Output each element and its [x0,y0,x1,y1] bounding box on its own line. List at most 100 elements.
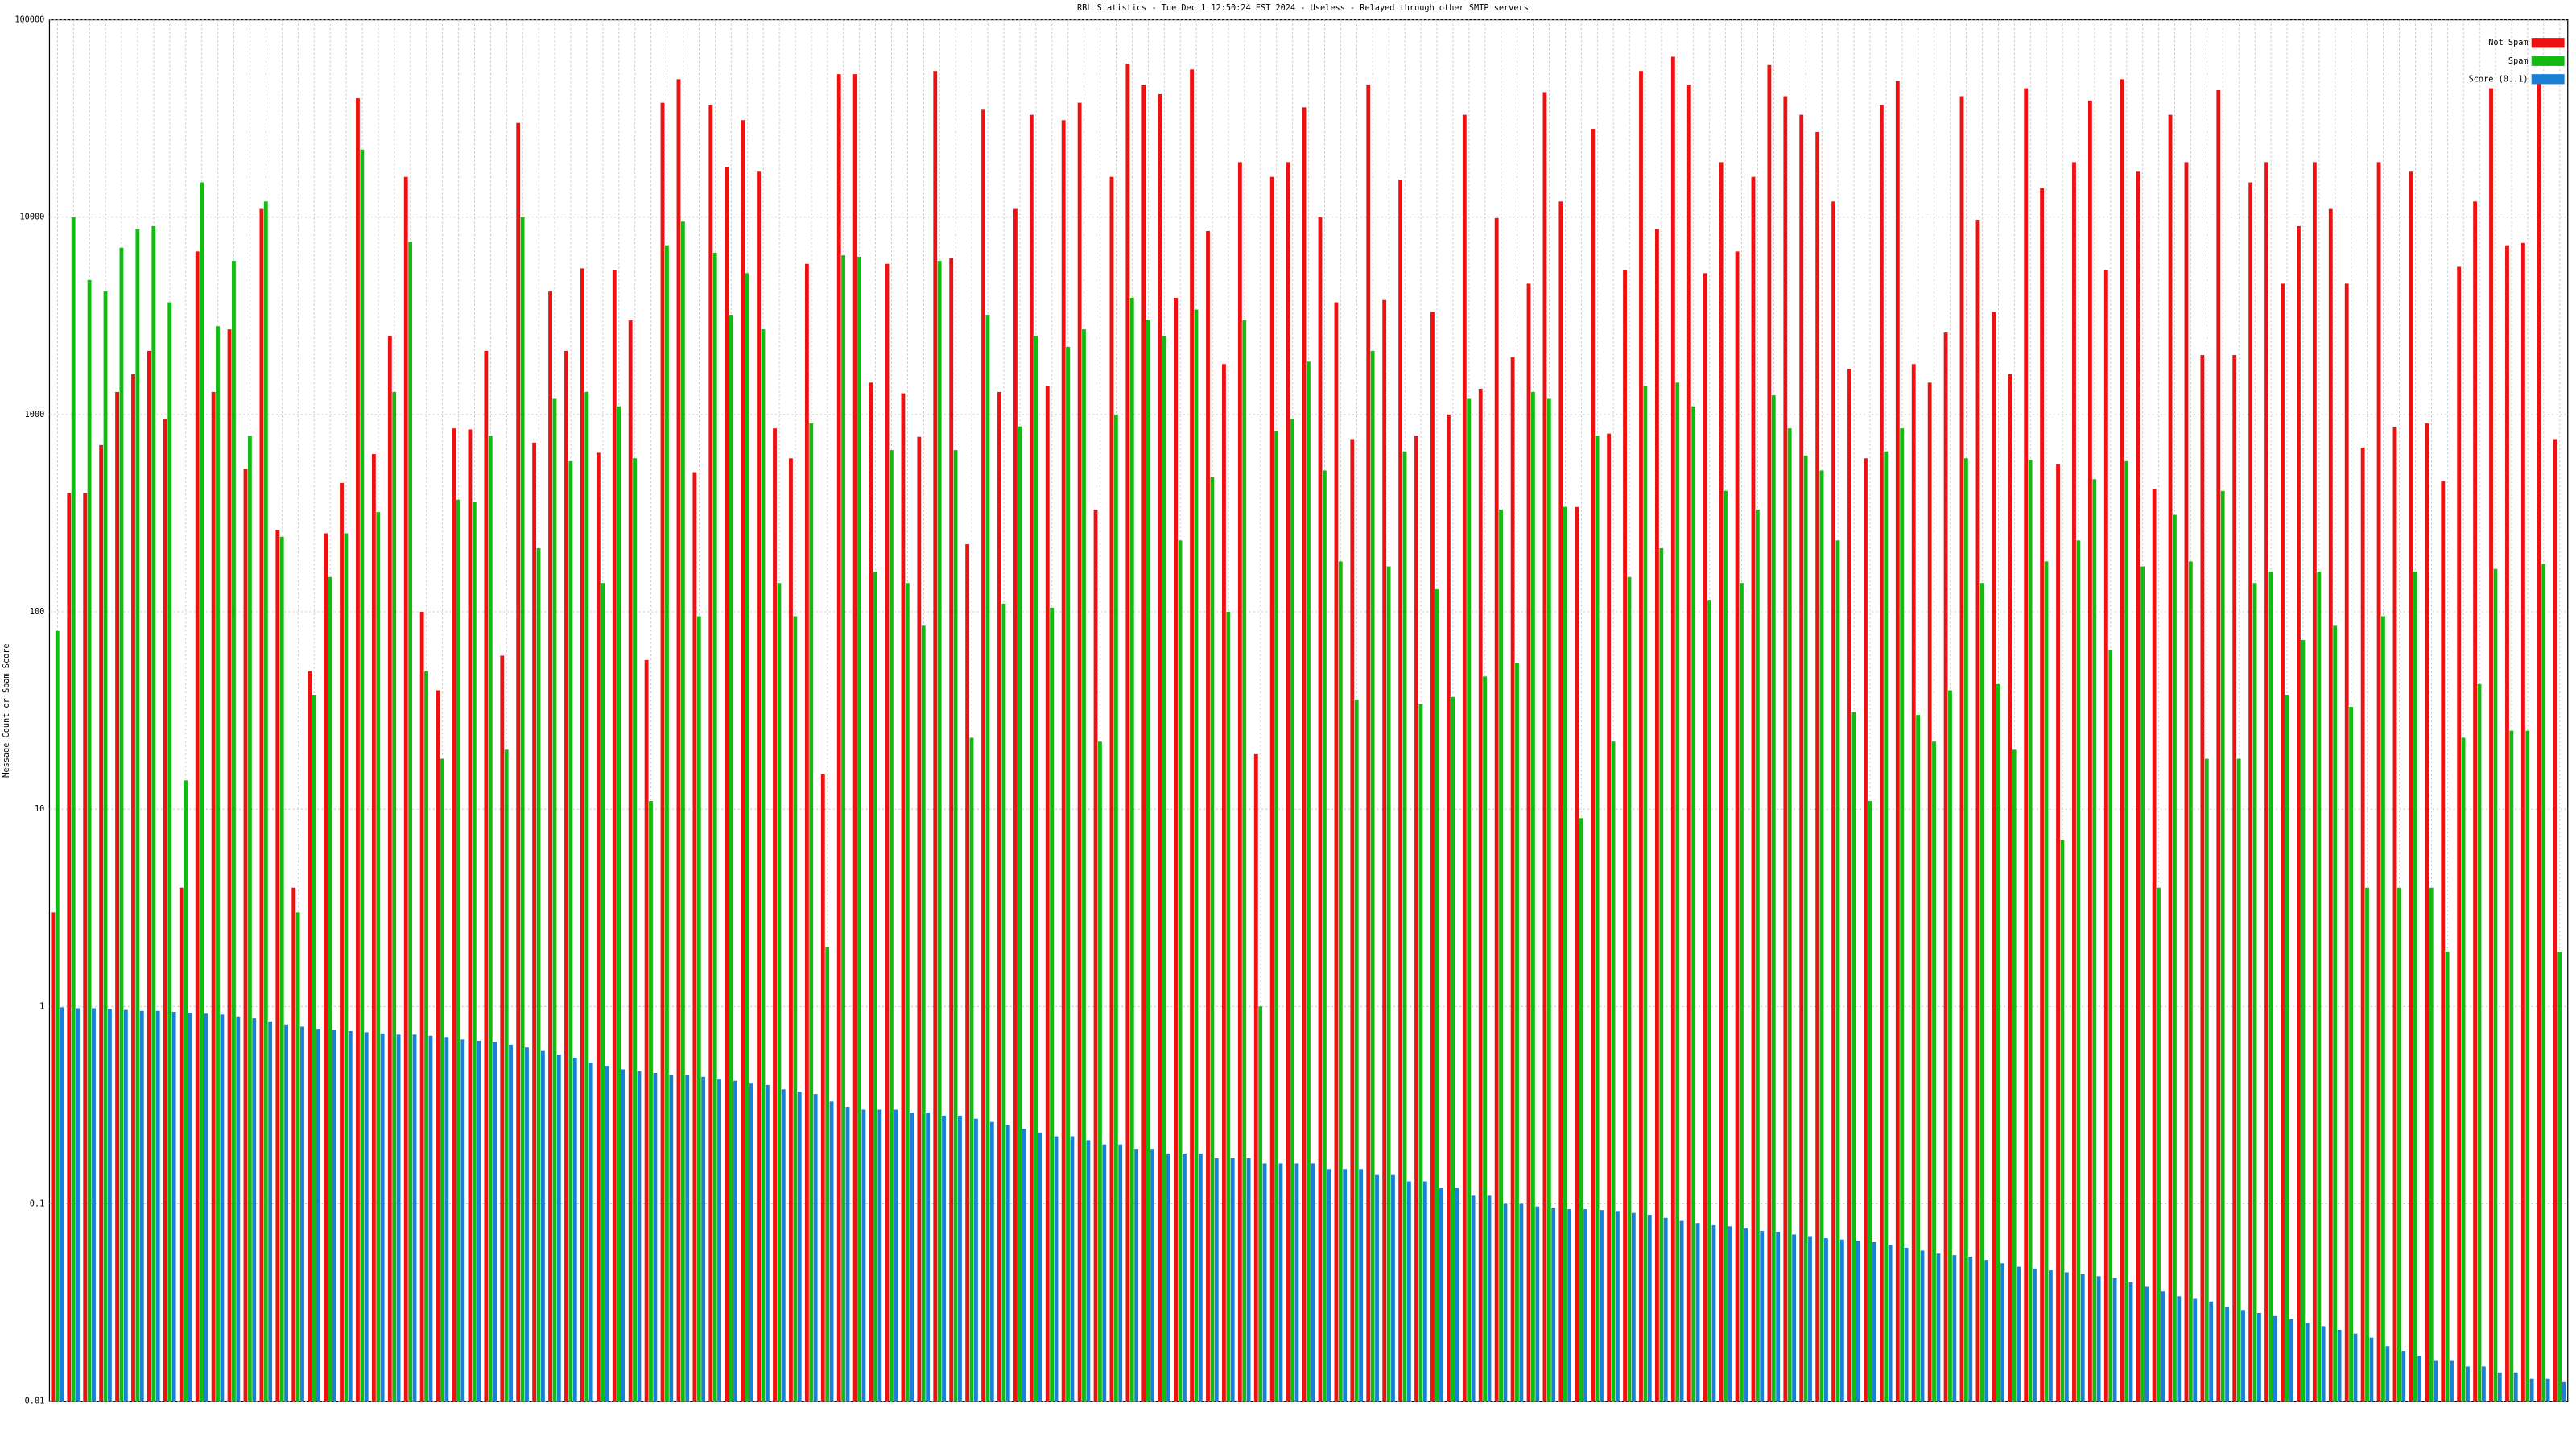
bar [1711,1224,1716,1402]
bar [1086,1140,1091,1402]
bar [973,1118,978,1402]
bar [1471,1195,1476,1402]
bar [316,1029,320,1402]
bar [376,512,381,1402]
bar [1803,455,1808,1402]
bar [680,221,685,1402]
bar [1744,1228,1748,1402]
bar [1767,64,1772,1402]
bar [1070,1136,1075,1402]
bar [1013,208,1018,1402]
bar [2541,564,2546,1402]
bar [829,1101,834,1402]
bar [1530,391,1535,1402]
legend-swatch [2531,38,2565,48]
bar [387,336,392,1402]
bar [1546,398,1551,1402]
legend-label: Score (0..1) [2469,74,2529,84]
bar [67,493,72,1402]
bar [2161,1291,2165,1402]
y-tick-label: 10 [35,804,44,814]
bar [1222,364,1226,1402]
bar [1451,696,1455,1402]
bar [653,1072,658,1402]
bar [965,544,970,1402]
bar [119,247,124,1402]
bar [1430,312,1435,1402]
bar [552,398,557,1402]
bar [2466,1366,2470,1402]
chart-title: RBL Statistics - Tue Dec 1 12:50:24 EST … [1077,3,1529,13]
bar [1615,1211,1620,1402]
bar [2445,951,2450,1402]
bar [989,1121,994,1402]
bar [51,912,56,1402]
bar [500,655,505,1402]
bar [804,263,809,1402]
bar [548,291,552,1402]
bar [644,659,649,1402]
bar [2188,561,2193,1402]
bar [2417,1356,2422,1402]
bar [291,887,296,1402]
bar [1751,176,1756,1402]
bar [1446,414,1451,1402]
bar [419,612,424,1402]
bar [1054,1136,1059,1402]
bar [436,690,440,1402]
bar [99,444,104,1402]
bar [621,1069,625,1402]
bar [1398,180,1403,1402]
bar [1061,120,1066,1402]
bar [1740,583,1744,1402]
bar [1900,428,1905,1402]
bar [2241,1310,2245,1402]
bar [588,1062,593,1402]
bar [1510,357,1515,1402]
bar [2096,1276,2101,1402]
bar [845,1107,850,1402]
bar [1526,283,1531,1402]
bar [2128,1282,2133,1402]
bar [1787,428,1792,1402]
bar [60,1007,64,1402]
bar [921,625,926,1402]
y-tick-label: 10000 [19,213,44,222]
bar [933,71,938,1402]
bar [664,245,669,1402]
bar [2177,1296,2182,1402]
bar [2232,355,2237,1402]
bar [155,1010,160,1402]
bar [861,1109,866,1402]
bar [1911,364,1916,1402]
bar [1102,1144,1107,1402]
bar [2297,225,2301,1402]
bar [1370,350,1375,1402]
bar [1109,176,1114,1402]
bar [617,406,621,1402]
bar [669,1075,674,1402]
bar [1852,712,1856,1402]
bar [1884,451,1889,1402]
bar [1815,131,1820,1402]
bar [1274,431,1279,1402]
bar [749,1083,753,1402]
bar [696,616,701,1402]
bar [809,423,814,1402]
bar [877,1109,882,1402]
bar [371,454,376,1402]
bar [147,350,151,1402]
bar [1318,217,1323,1402]
bar [2369,1337,2374,1402]
bar [1703,273,1707,1402]
y-tick-label: 100000 [14,15,44,25]
bar [1535,1206,1540,1402]
bar [536,548,541,1402]
bar [765,1084,770,1402]
bar [1097,741,1102,1402]
bar [958,1115,962,1402]
bar [1350,439,1355,1402]
bar [444,1037,449,1402]
bar [2285,695,2289,1402]
